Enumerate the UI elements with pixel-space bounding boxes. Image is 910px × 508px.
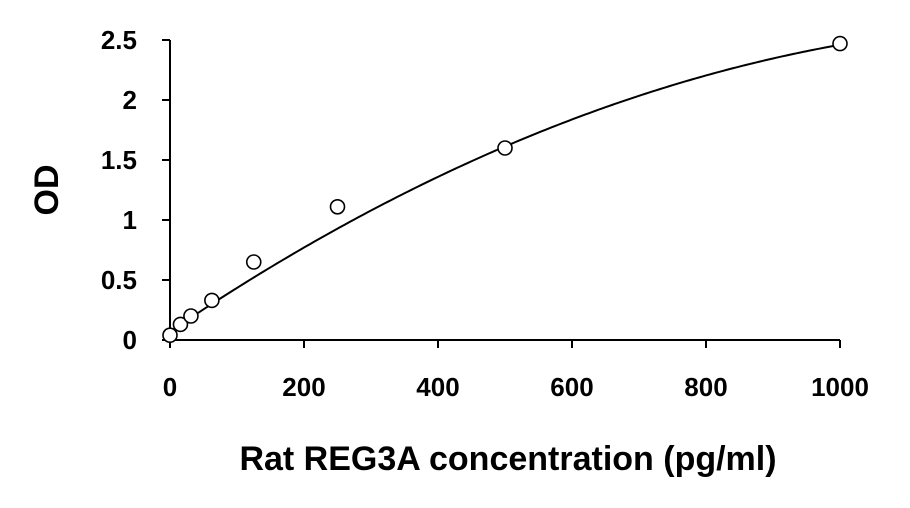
y-tick-label: 0 [123, 325, 137, 355]
data-points [162, 35, 848, 344]
x-tick-label: 1000 [811, 372, 869, 402]
x-tick-label: 400 [416, 372, 459, 402]
data-point [204, 292, 220, 309]
y-tick-label: 1.5 [101, 145, 137, 175]
x-ticks: 0 200 400 600 800 1000 [163, 340, 869, 402]
fit-curve [169, 43, 841, 333]
y-tick-label: 2.5 [101, 25, 137, 55]
y-axis: 0 0.5 1 1.5 2 2.5 [101, 25, 171, 355]
data-point [329, 199, 346, 215]
y-ticks: 0 0.5 1 1.5 2 2.5 [101, 25, 170, 355]
x-tick-label: 200 [282, 372, 325, 402]
data-point [832, 35, 848, 52]
y-axis-title: OD [28, 165, 66, 216]
y-tick-label: 0.5 [101, 265, 137, 295]
data-point [245, 254, 262, 270]
y-tick-label: 1 [123, 205, 137, 235]
data-point [497, 140, 513, 156]
x-tick-label: 600 [550, 372, 593, 402]
x-axis-title: Rat REG3A concentration (pg/ml) [239, 440, 776, 478]
x-tick-label: 800 [684, 372, 727, 402]
data-point [162, 327, 178, 344]
data-point [183, 308, 199, 324]
x-tick-label: 0 [163, 372, 177, 402]
x-axis: 0 200 400 600 800 1000 [163, 339, 869, 402]
data-point [172, 316, 189, 333]
y-tick-label: 2 [123, 85, 137, 115]
